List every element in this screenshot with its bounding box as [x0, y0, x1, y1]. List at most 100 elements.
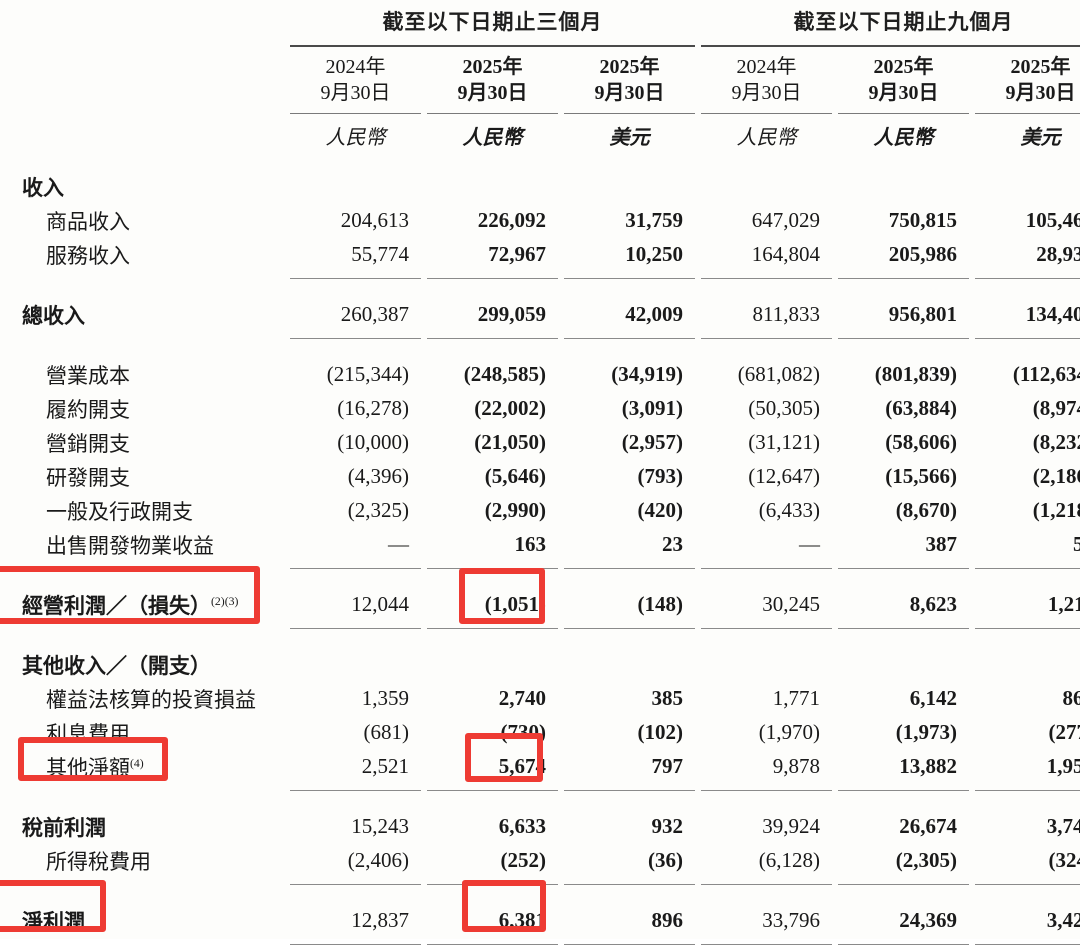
rule-label-blank	[0, 332, 290, 342]
cell-value: 9,878	[772, 754, 820, 779]
column-rule-5	[975, 784, 1080, 794]
column-rule-0	[290, 622, 421, 632]
column-rule-4	[838, 622, 969, 632]
cell-value: (12,647)	[748, 464, 820, 489]
cell-value: 204,613	[340, 208, 409, 233]
cell-value: (2,957)	[621, 430, 683, 455]
table-row: 營銷開支 (10,000) (21,050) (2,957) (31,121) (58,6…	[0, 426, 1080, 460]
row-label: 商品收入	[46, 209, 130, 234]
cell-value: 797	[651, 754, 684, 779]
column-currency-3: 人民幣	[736, 126, 797, 149]
column-rule-2	[564, 878, 695, 888]
spacer-cell	[0, 282, 975, 298]
table-row: 服務收入 55,774 72,967 10,250 164,804 205,986 28,9…	[0, 238, 1080, 272]
cell-value: —	[799, 532, 820, 557]
column-day-3: 9月30日	[731, 82, 802, 105]
column-day-0: 9月30日	[320, 82, 391, 105]
cell-value: (681)	[363, 720, 410, 745]
table-row: 經營利潤／（損失）(2)(3) 12,044 (1,051) (148) 30,245 8…	[0, 588, 1080, 622]
column-rule-4	[838, 332, 969, 342]
column-rule-0	[290, 272, 421, 282]
column-rule-5	[975, 622, 1080, 632]
section-spacer-10	[0, 572, 1080, 588]
column-currency-1: 人民幣	[462, 126, 523, 149]
table-row: 一般及行政開支 (2,325) (2,990) (420) (6,433) (8,670)…	[0, 494, 1080, 528]
cell-value: 932	[651, 814, 684, 839]
column-rule-5	[975, 332, 1080, 342]
row-label: 出售開發物業收益	[46, 533, 214, 558]
column-rule-3	[701, 562, 832, 572]
cell-value	[290, 170, 421, 204]
column-currency-2: 美元	[609, 126, 650, 149]
section-rule-above-15	[0, 784, 1080, 794]
cell-value: 42,009	[625, 302, 683, 327]
column-header-date-0: 2024年 9月30日	[290, 47, 421, 114]
cell-value: 8,623	[909, 592, 957, 617]
column-rule-2	[564, 272, 695, 282]
cell-value: —	[388, 532, 409, 557]
column-header-date-4: 2025年 9月30日	[838, 47, 969, 114]
cell-value: (1,970)	[758, 720, 820, 745]
cell-value: 15,243	[351, 814, 409, 839]
cell-value: 54	[975, 528, 1080, 562]
section-rule-below-10	[0, 622, 1080, 632]
column-rule-1	[427, 332, 558, 342]
rule-label-blank	[0, 878, 290, 888]
cell-value: (8,974)	[1032, 396, 1080, 421]
cell-value: 13,882	[899, 754, 957, 779]
column-currency-row: 人民幣 人民幣 美元 人民幣 人民幣 美元	[0, 113, 1080, 154]
cell-value: 811,833	[752, 302, 820, 327]
column-currency-4: 人民幣	[873, 126, 934, 149]
row-label: 所得稅費用	[46, 849, 151, 874]
column-day-1: 9月30日	[457, 82, 528, 105]
row-label: 其他收入／（開支）	[22, 653, 211, 678]
table-row: 研發開支 (4,396) (5,646) (793) (12,647) (15,566) (…	[0, 460, 1080, 494]
cell-value: 39,924	[762, 814, 820, 839]
column-rule-0	[290, 562, 421, 572]
cell-value: (6,128)	[758, 848, 820, 873]
row-label: 利息費用	[46, 721, 130, 746]
cell-value: (2,305)	[895, 848, 957, 873]
section-spacer-17	[0, 888, 1080, 904]
table-row: 總收入 260,387 299,059 42,009 811,833 956,801 134…	[0, 298, 1080, 332]
cell-value: (50,305)	[748, 396, 820, 421]
column-rule-1	[427, 784, 558, 794]
column-rule-4	[838, 878, 969, 888]
table-row: 收入	[0, 170, 1080, 204]
cell-value: (34,919)	[611, 362, 683, 387]
column-rule-1	[427, 562, 558, 572]
cell-value: 299,059	[477, 302, 546, 327]
corner-blank	[0, 0, 290, 45]
table-row: 履約開支 (16,278) (22,002) (3,091) (50,305) (63,8…	[0, 392, 1080, 426]
column-header-date-2: 2025年 9月30日	[564, 47, 695, 114]
cell-value: (22,002)	[474, 396, 546, 421]
cell-value: (31,121)	[748, 430, 820, 455]
row-label: 履約開支	[46, 397, 130, 422]
table-row: 淨利潤 12,837 6,381 896 33,796 24,369 3,423	[0, 904, 1080, 938]
group-rule-three-months	[290, 45, 695, 47]
column-year-5: 2025年	[1010, 56, 1071, 78]
rule-label-blank	[0, 938, 290, 948]
section-spacer-15	[0, 794, 1080, 810]
cell-value: 5,674	[498, 754, 546, 779]
column-year-2: 2025年	[599, 56, 660, 78]
column-rule-2	[564, 784, 695, 794]
cell-value: (324)	[1048, 848, 1080, 873]
group-rule-row	[0, 45, 1080, 47]
cell-value: (36)	[648, 848, 683, 873]
row-label: 營業成本	[46, 363, 130, 388]
cell-value: 956,801	[888, 302, 957, 327]
column-year-4: 2025年	[873, 56, 934, 78]
table-row: 利息費用 (681) (730) (102) (1,970) (1,973) (277)	[0, 716, 1080, 750]
cell-value: 33,796	[762, 908, 820, 933]
column-rule-2	[564, 332, 695, 342]
table-row: 營業成本 (215,344) (248,585) (34,919) (681,082) (…	[0, 358, 1080, 392]
column-rule-3	[701, 784, 832, 794]
cell-value: 2,740	[498, 686, 546, 711]
cell-value: 164,804	[751, 242, 820, 267]
column-group-title-three-months: 截至以下日期止三個月	[382, 10, 603, 34]
column-rule-5	[975, 562, 1080, 572]
section-rule-below-17	[0, 938, 1080, 948]
cell-value: (58,606)	[885, 430, 957, 455]
